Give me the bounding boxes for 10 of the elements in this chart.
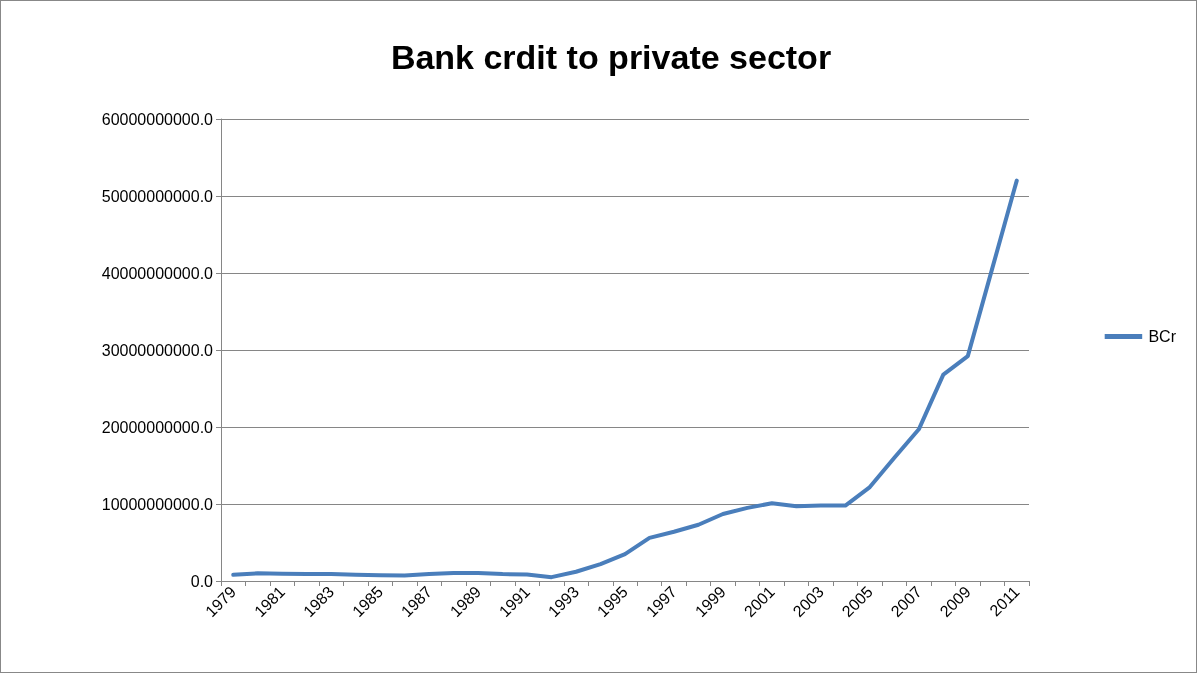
y-tick-label: 30000000000.0 bbox=[101, 341, 214, 359]
chart-title: Bank crdit to private sector bbox=[390, 38, 832, 76]
y-tick-label: 60000000000.0 bbox=[101, 110, 214, 128]
y-tick-label: 0.0 bbox=[190, 572, 214, 590]
y-tick-label: 50000000000.0 bbox=[101, 187, 214, 205]
y-tick-label: 40000000000.0 bbox=[101, 264, 214, 282]
y-tick-label: 20000000000.0 bbox=[101, 418, 214, 436]
line-series bbox=[231, 178, 1019, 580]
legend-label: BCr bbox=[1148, 328, 1177, 345]
y-tick-label: 10000000000.0 bbox=[101, 495, 214, 513]
